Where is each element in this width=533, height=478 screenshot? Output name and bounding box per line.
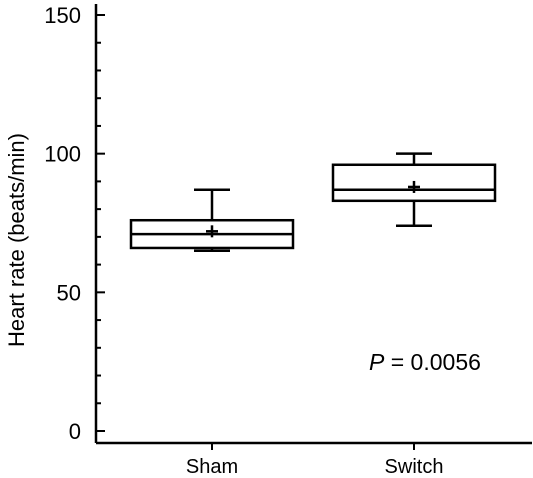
x-ticks: Sham Switch	[186, 443, 444, 478]
y-axis: 0 50 100 150	[44, 3, 105, 444]
x-tick-label: Switch	[385, 456, 444, 478]
y-tick-label: 0	[69, 419, 81, 444]
y-axis-title: Heart rate (beats/min)	[4, 133, 29, 347]
y-tick-label: 150	[44, 3, 81, 28]
boxes	[129, 152, 497, 252]
y-tick-label: 50	[57, 280, 81, 305]
p-symbol: P	[369, 349, 385, 375]
box-switch	[331, 152, 497, 228]
x-tick-label: Sham	[186, 456, 238, 478]
y-tick-label: 100	[44, 142, 81, 167]
y-ticks: 0 50 100 150	[44, 3, 105, 444]
p-value-text: = 0.0056	[384, 349, 481, 375]
box-sham	[129, 188, 295, 252]
p-value-annotation: P = 0.0056	[369, 349, 481, 375]
